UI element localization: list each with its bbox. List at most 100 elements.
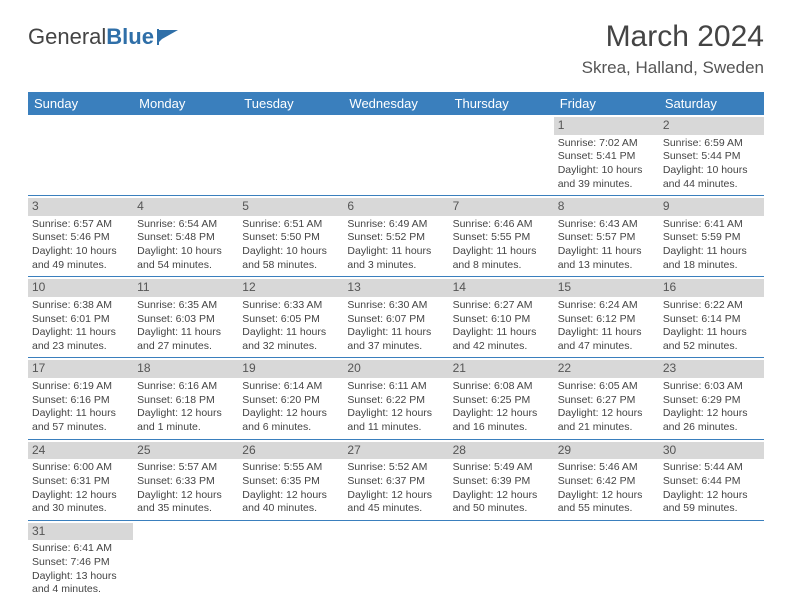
day-cell bbox=[449, 521, 554, 601]
weekday-cell: Friday bbox=[554, 92, 659, 115]
logo-flag-icon bbox=[156, 27, 182, 47]
day-number: 29 bbox=[554, 442, 659, 460]
day-number: 9 bbox=[659, 198, 764, 216]
day-cell: 12 Sunrise: 6:33 AMSunset: 6:05 PMDayligh… bbox=[238, 277, 343, 357]
day-detail-line: Sunset: 7:46 PM bbox=[32, 556, 129, 570]
day-detail-line: Daylight: 12 hours and 6 minutes. bbox=[242, 407, 339, 434]
day-number bbox=[343, 523, 448, 541]
day-cell: 18Sunrise: 6:16 AMSunset: 6:18 PMDayligh… bbox=[133, 358, 238, 438]
day-cell bbox=[449, 115, 554, 195]
week-row: 10Sunrise: 6:38 AMSunset: 6:01 PMDayligh… bbox=[28, 277, 764, 358]
weekday-cell: Thursday bbox=[449, 92, 554, 115]
day-detail-line: Sunset: 6:25 PM bbox=[453, 394, 550, 408]
day-cell bbox=[238, 521, 343, 601]
day-detail-line: Daylight: 10 hours and 58 minutes. bbox=[242, 245, 339, 272]
day-detail-line: Daylight: 11 hours and 37 minutes. bbox=[347, 326, 444, 353]
day-detail-line: Daylight: 11 hours and 13 minutes. bbox=[558, 245, 655, 272]
weekday-cell: Saturday bbox=[659, 92, 764, 115]
day-number: 7 bbox=[449, 198, 554, 216]
day-detail-line: Daylight: 11 hours and 23 minutes. bbox=[32, 326, 129, 353]
week-row: 3Sunrise: 6:57 AMSunset: 5:46 PMDaylight… bbox=[28, 196, 764, 277]
calendar-body: 1Sunrise: 7:02 AMSunset: 5:41 PMDaylight… bbox=[28, 115, 764, 601]
day-number: 25 bbox=[133, 442, 238, 460]
day-cell bbox=[133, 521, 238, 601]
day-cell: 4Sunrise: 6:54 AMSunset: 5:48 PMDaylight… bbox=[133, 196, 238, 276]
day-number bbox=[449, 117, 554, 135]
day-number: 26 bbox=[238, 442, 343, 460]
day-detail-line: Daylight: 12 hours and 40 minutes. bbox=[242, 489, 339, 516]
day-detail-line: Daylight: 11 hours and 47 minutes. bbox=[558, 326, 655, 353]
day-cell: 20Sunrise: 6:11 AMSunset: 6:22 PMDayligh… bbox=[343, 358, 448, 438]
day-detail-line: Daylight: 12 hours and 45 minutes. bbox=[347, 489, 444, 516]
day-detail-line: Sunset: 6:05 PM bbox=[242, 313, 339, 327]
day-detail-line: Daylight: 12 hours and 59 minutes. bbox=[663, 489, 760, 516]
day-number: 2 bbox=[659, 117, 764, 135]
day-cell: 26Sunrise: 5:55 AMSunset: 6:35 PMDayligh… bbox=[238, 440, 343, 520]
day-number bbox=[28, 117, 133, 135]
title-block: March 2024 Skrea, Halland, Sweden bbox=[582, 20, 764, 78]
day-detail-line: Sunset: 5:57 PM bbox=[558, 231, 655, 245]
day-number: 21 bbox=[449, 360, 554, 378]
day-detail-line: Daylight: 11 hours and 3 minutes. bbox=[347, 245, 444, 272]
day-cell: 14Sunrise: 6:27 AMSunset: 6:10 PMDayligh… bbox=[449, 277, 554, 357]
day-cell: 10Sunrise: 6:38 AMSunset: 6:01 PMDayligh… bbox=[28, 277, 133, 357]
header: GeneralBlue March 2024 Skrea, Halland, S… bbox=[28, 20, 764, 78]
day-detail-line: Sunrise: 6:43 AM bbox=[558, 218, 655, 232]
day-detail-line: Sunrise: 6:30 AM bbox=[347, 299, 444, 313]
day-detail-line: Sunrise: 6:35 AM bbox=[137, 299, 234, 313]
day-detail-line: Sunset: 6:22 PM bbox=[347, 394, 444, 408]
day-cell: 24Sunrise: 6:00 AMSunset: 6:31 PMDayligh… bbox=[28, 440, 133, 520]
day-number bbox=[554, 523, 659, 541]
week-row: 24Sunrise: 6:00 AMSunset: 6:31 PMDayligh… bbox=[28, 440, 764, 521]
day-detail-line: Sunset: 6:31 PM bbox=[32, 475, 129, 489]
day-detail-line: Sunrise: 6:33 AM bbox=[242, 299, 339, 313]
day-number: 8 bbox=[554, 198, 659, 216]
day-number: 12 bbox=[238, 279, 343, 297]
weekday-cell: Tuesday bbox=[238, 92, 343, 115]
day-detail-line: Daylight: 11 hours and 8 minutes. bbox=[453, 245, 550, 272]
day-detail-line: Daylight: 12 hours and 26 minutes. bbox=[663, 407, 760, 434]
day-cell: 17Sunrise: 6:19 AMSunset: 6:16 PMDayligh… bbox=[28, 358, 133, 438]
day-detail-line: Daylight: 12 hours and 50 minutes. bbox=[453, 489, 550, 516]
day-detail-line: Sunrise: 6:38 AM bbox=[32, 299, 129, 313]
day-detail-line: Sunset: 6:18 PM bbox=[137, 394, 234, 408]
day-detail-line: Sunrise: 6:14 AM bbox=[242, 380, 339, 394]
day-detail-line: Daylight: 11 hours and 32 minutes. bbox=[242, 326, 339, 353]
logo-text-1: General bbox=[28, 24, 106, 50]
day-detail-line: Sunset: 6:44 PM bbox=[663, 475, 760, 489]
day-detail-line: Sunset: 6:07 PM bbox=[347, 313, 444, 327]
day-cell bbox=[343, 115, 448, 195]
day-number: 1 bbox=[554, 117, 659, 135]
week-row: 31Sunrise: 6:41 AMSunset: 7:46 PMDayligh… bbox=[28, 521, 764, 601]
day-detail-line: Sunrise: 6:05 AM bbox=[558, 380, 655, 394]
day-detail-line: Sunset: 6:16 PM bbox=[32, 394, 129, 408]
day-detail-line: Daylight: 12 hours and 1 minute. bbox=[137, 407, 234, 434]
day-number bbox=[133, 523, 238, 541]
day-cell bbox=[133, 115, 238, 195]
day-detail-line: Sunset: 6:33 PM bbox=[137, 475, 234, 489]
day-cell: 2Sunrise: 6:59 AMSunset: 5:44 PMDaylight… bbox=[659, 115, 764, 195]
day-number: 3 bbox=[28, 198, 133, 216]
day-detail-line: Sunset: 6:27 PM bbox=[558, 394, 655, 408]
day-number: 6 bbox=[343, 198, 448, 216]
weekday-cell: Monday bbox=[133, 92, 238, 115]
day-cell bbox=[238, 115, 343, 195]
day-detail-line: Daylight: 12 hours and 55 minutes. bbox=[558, 489, 655, 516]
day-number: 31 bbox=[28, 523, 133, 541]
day-detail-line: Daylight: 11 hours and 57 minutes. bbox=[32, 407, 129, 434]
day-detail-line: Sunset: 5:44 PM bbox=[663, 150, 760, 164]
day-number: 27 bbox=[343, 442, 448, 460]
week-row: 17Sunrise: 6:19 AMSunset: 6:16 PMDayligh… bbox=[28, 358, 764, 439]
day-detail-line: Daylight: 12 hours and 21 minutes. bbox=[558, 407, 655, 434]
day-number: 20 bbox=[343, 360, 448, 378]
weekday-row: SundayMondayTuesdayWednesdayThursdayFrid… bbox=[28, 92, 764, 115]
day-detail-line: Sunrise: 5:44 AM bbox=[663, 461, 760, 475]
day-detail-line: Sunrise: 6:59 AM bbox=[663, 137, 760, 151]
day-cell: 6Sunrise: 6:49 AMSunset: 5:52 PMDaylight… bbox=[343, 196, 448, 276]
day-number bbox=[238, 117, 343, 135]
day-detail-line: Daylight: 10 hours and 39 minutes. bbox=[558, 164, 655, 191]
logo: GeneralBlue bbox=[28, 20, 182, 50]
day-detail-line: Sunrise: 6:41 AM bbox=[663, 218, 760, 232]
day-detail-line: Sunrise: 6:46 AM bbox=[453, 218, 550, 232]
location: Skrea, Halland, Sweden bbox=[582, 58, 764, 78]
